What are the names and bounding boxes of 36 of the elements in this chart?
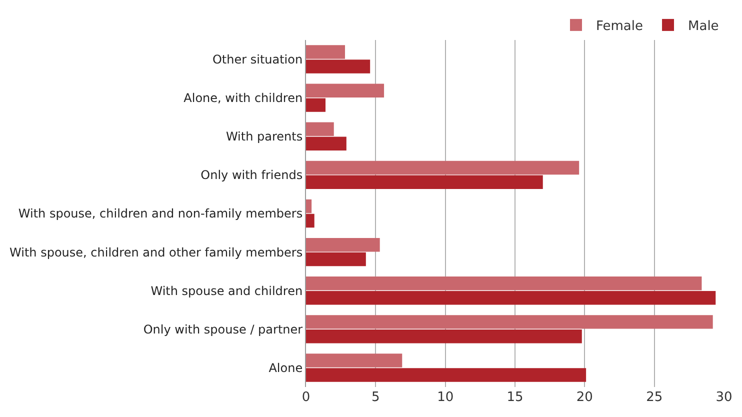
x-tick-label: 0 (302, 390, 310, 405)
bar (306, 354, 402, 368)
y-tick-label: With parents (226, 130, 303, 144)
x-tick-label: 15 (506, 390, 524, 405)
x-tick-label: 20 (576, 390, 593, 405)
bar (306, 136, 346, 150)
bar (306, 199, 312, 214)
x-tick-label: 25 (646, 390, 663, 405)
y-tick-label: With spouse and children (150, 284, 303, 298)
y-tick-label: Only with spouse / partner (143, 322, 303, 336)
y-tick-label: With spouse, children and other family members (10, 245, 303, 260)
bar (306, 175, 543, 190)
bar (306, 290, 716, 305)
y-tick-label: Alone, with children (184, 91, 303, 106)
y-tick-label: Alone (268, 360, 303, 375)
x-tick-label: 10 (437, 390, 454, 405)
bar (306, 252, 366, 266)
y-tick-label: Only with friends (200, 168, 303, 182)
bar (306, 84, 384, 98)
legend-label: Male (688, 19, 719, 34)
bar (306, 45, 346, 59)
legend-label: Female (596, 19, 644, 34)
bar (306, 330, 582, 344)
x-tick-label: 5 (372, 390, 380, 405)
bar (306, 238, 380, 252)
bar (306, 122, 334, 136)
bar (306, 160, 580, 175)
bar (306, 276, 702, 290)
y-tick-label: With spouse, children and non-family members (18, 206, 303, 221)
x-tick-label: 30 (716, 390, 732, 405)
y-tick-label: Other situation (212, 52, 303, 66)
bar (306, 315, 713, 329)
bar (306, 214, 314, 228)
bar (306, 98, 326, 112)
bar (306, 368, 586, 382)
bar (306, 60, 370, 74)
